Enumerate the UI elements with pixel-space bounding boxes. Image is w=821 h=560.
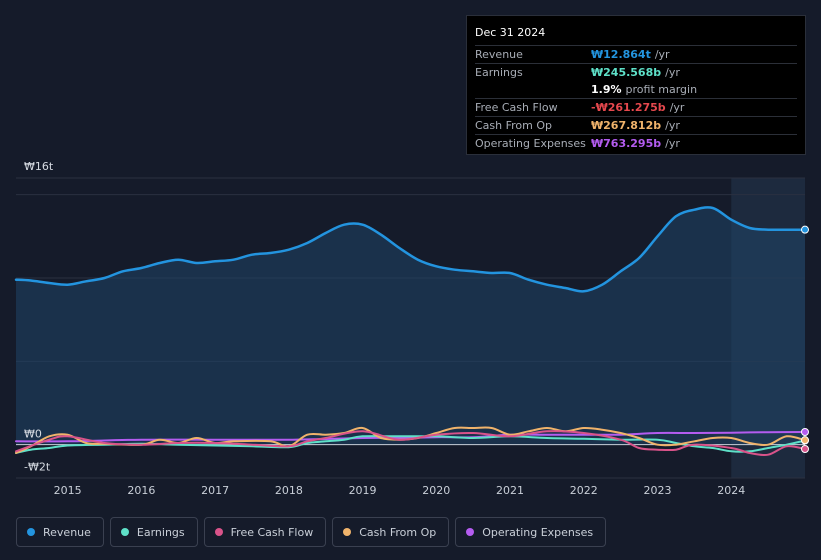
tooltip-value: ₩245.568b	[591, 66, 662, 79]
tooltip-value: 1.9%	[591, 83, 622, 96]
legend-item-earnings[interactable]: Earnings	[109, 517, 198, 547]
tooltip-value: ₩267.812b	[591, 119, 662, 132]
tooltip-unit: /yr	[665, 66, 680, 79]
x-tick-label: 2024	[717, 484, 745, 497]
tooltip-value: ₩763.295b	[591, 137, 662, 150]
tooltip-unit: /yr	[665, 137, 680, 150]
legend-item-revenue[interactable]: Revenue	[16, 517, 104, 547]
legend-dot-icon	[214, 528, 223, 536]
series-line-operating-expenses	[15, 431, 806, 443]
legend-dot-icon	[27, 528, 35, 536]
chart-legend: Revenue Earnings Free Cash Flow Cash Fro…	[16, 517, 607, 547]
tooltip-label: Operating Expenses	[475, 137, 586, 150]
x-tick-label: 2018	[275, 484, 303, 497]
legend-dot-icon	[120, 528, 129, 536]
x-tick-label: 2020	[422, 484, 450, 497]
tooltip-row-revenue: Revenue ₩12.864t /yr	[475, 45, 797, 63]
tooltip-label: Revenue	[475, 48, 523, 61]
legend-label: Revenue	[43, 525, 91, 539]
tooltip-value: ₩12.864t	[591, 48, 651, 61]
tooltip-unit: profit margin	[625, 83, 698, 96]
legend-label: Cash From Op	[359, 525, 437, 539]
legend-item-free-cash-flow[interactable]: Free Cash Flow	[203, 517, 327, 547]
tooltip-unit: /yr	[665, 119, 680, 132]
legend-label: Earnings	[136, 525, 185, 539]
legend-dot-icon	[343, 528, 352, 536]
x-tick-label: 2023	[644, 484, 672, 497]
x-tick-label: 2019	[349, 484, 377, 497]
tooltip-row-free-cash-flow: Free Cash Flow -₩261.275b /yr	[475, 98, 797, 116]
y-axis-zero-label: ₩0	[24, 428, 42, 441]
series-end-point-revenue	[801, 225, 809, 234]
y-axis-top-label: ₩16t	[24, 160, 54, 173]
series-line-revenue	[14, 206, 807, 293]
x-tick-label: 2016	[127, 484, 155, 497]
y-axis-bottom-label: -₩2t	[24, 461, 51, 474]
legend-label: Operating Expenses	[482, 525, 594, 539]
legend-item-operating-expenses[interactable]: Operating Expenses	[455, 517, 607, 547]
tooltip-row-operating-expenses: Operating Expenses ₩763.295b /yr	[475, 134, 797, 152]
x-tick-label: 2017	[201, 484, 229, 497]
data-tooltip: Dec 31 2024 Revenue ₩12.864t /yr Earning…	[466, 15, 806, 155]
tooltip-date: Dec 31 2024	[475, 26, 546, 39]
tooltip-unit: /yr	[654, 48, 670, 61]
x-tick-label: 2022	[570, 484, 598, 497]
x-tick-label: 2015	[54, 484, 82, 497]
legend-dot-icon	[466, 528, 475, 536]
revenue-area	[16, 207, 805, 445]
tooltip-row-earnings: Earnings ₩245.568b /yr	[475, 63, 797, 81]
x-tick-label: 2021	[496, 484, 524, 497]
series-end-point-operating-expenses	[801, 428, 809, 436]
tooltip-label: Cash From Op	[475, 119, 553, 132]
tooltip-value: -₩261.275b	[591, 101, 666, 114]
tooltip-label: Earnings	[475, 66, 523, 79]
tooltip-label: Free Cash Flow	[475, 101, 558, 114]
tooltip-row-cash-from-op: Cash From Op ₩267.812b /yr	[475, 116, 797, 134]
legend-label: Free Cash Flow	[230, 525, 314, 539]
tooltip-row-profit-margin: 1.9% profit margin	[475, 81, 797, 98]
series-end-point-free-cash-flow	[801, 445, 809, 453]
legend-item-cash-from-op[interactable]: Cash From Op	[332, 517, 450, 547]
tooltip-unit: /yr	[669, 101, 685, 114]
series-end-point-cash-from-op	[801, 436, 809, 445]
series-line-free-cash-flow	[15, 430, 806, 457]
